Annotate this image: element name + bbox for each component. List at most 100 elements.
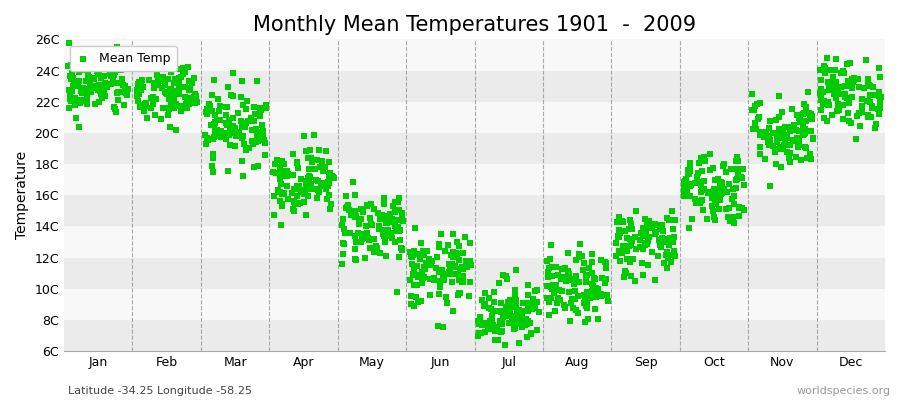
Mean Temp: [108, 69, 122, 76]
Mean Temp: [707, 189, 722, 196]
Mean Temp: [572, 292, 586, 299]
Mean Temp: [202, 102, 217, 109]
Mean Temp: [321, 179, 336, 185]
Mean Temp: [254, 107, 268, 113]
Mean Temp: [62, 40, 77, 47]
Mean Temp: [256, 122, 270, 128]
Mean Temp: [662, 216, 676, 223]
Mean Temp: [530, 299, 544, 306]
Mean Temp: [384, 235, 399, 241]
Mean Temp: [544, 295, 558, 302]
Mean Temp: [732, 205, 746, 211]
Mean Temp: [589, 285, 603, 292]
Mean Temp: [140, 54, 154, 60]
Mean Temp: [637, 240, 652, 246]
Mean Temp: [577, 292, 591, 298]
Mean Temp: [407, 266, 421, 272]
Mean Temp: [791, 142, 806, 148]
Mean Temp: [178, 69, 193, 75]
Mean Temp: [456, 272, 471, 279]
Mean Temp: [599, 264, 614, 271]
Mean Temp: [617, 248, 632, 254]
Mean Temp: [293, 176, 308, 182]
Mean Temp: [220, 168, 235, 174]
Bar: [64, 195, 885, 226]
Mean Temp: [403, 276, 418, 283]
Bar: [64, 164, 885, 195]
Mean Temp: [440, 300, 454, 306]
Mean Temp: [477, 301, 491, 308]
Mean Temp: [301, 174, 315, 181]
Mean Temp: [561, 250, 575, 257]
Mean Temp: [357, 255, 372, 262]
Mean Temp: [700, 190, 715, 196]
Mean Temp: [572, 279, 587, 285]
Mean Temp: [496, 314, 510, 320]
Mean Temp: [861, 82, 876, 88]
Mean Temp: [249, 78, 264, 84]
Mean Temp: [635, 246, 650, 252]
Mean Temp: [828, 89, 842, 95]
Mean Temp: [211, 117, 225, 123]
Mean Temp: [707, 196, 722, 203]
Mean Temp: [101, 61, 115, 68]
Mean Temp: [348, 233, 363, 240]
Mean Temp: [485, 322, 500, 328]
Mean Temp: [727, 193, 742, 200]
Mean Temp: [250, 163, 265, 169]
Mean Temp: [450, 238, 464, 245]
Mean Temp: [323, 173, 338, 179]
Mean Temp: [770, 116, 784, 123]
Mean Temp: [547, 289, 562, 296]
Mean Temp: [828, 83, 842, 89]
Mean Temp: [420, 248, 435, 255]
Mean Temp: [663, 259, 678, 266]
Mean Temp: [482, 305, 496, 311]
Mean Temp: [685, 216, 699, 222]
Mean Temp: [691, 198, 706, 204]
Mean Temp: [520, 321, 535, 328]
Mean Temp: [354, 239, 368, 245]
Mean Temp: [799, 145, 814, 151]
Mean Temp: [623, 217, 637, 224]
Mean Temp: [713, 192, 727, 198]
Mean Temp: [688, 180, 702, 186]
Mean Temp: [180, 99, 194, 105]
Mean Temp: [118, 83, 132, 89]
Mean Temp: [96, 81, 111, 88]
Mean Temp: [208, 112, 222, 118]
Mean Temp: [580, 272, 594, 279]
Mean Temp: [337, 226, 351, 232]
Mean Temp: [205, 136, 220, 142]
Mean Temp: [219, 120, 233, 127]
Mean Temp: [92, 68, 106, 74]
Mean Temp: [379, 214, 393, 221]
Mean Temp: [373, 250, 387, 256]
Mean Temp: [783, 128, 797, 134]
Mean Temp: [641, 238, 655, 245]
Mean Temp: [485, 315, 500, 322]
Mean Temp: [281, 196, 295, 202]
Mean Temp: [111, 96, 125, 103]
Mean Temp: [253, 104, 267, 111]
Mean Temp: [93, 88, 107, 94]
Mean Temp: [273, 189, 287, 195]
Mean Temp: [233, 118, 248, 124]
Mean Temp: [706, 214, 721, 220]
Mean Temp: [66, 74, 80, 81]
Mean Temp: [622, 243, 636, 249]
Mean Temp: [847, 77, 861, 84]
Mean Temp: [206, 150, 220, 157]
Mean Temp: [640, 240, 654, 247]
Mean Temp: [112, 63, 126, 70]
Mean Temp: [866, 84, 880, 90]
Mean Temp: [226, 123, 240, 129]
Mean Temp: [638, 242, 652, 248]
Mean Temp: [613, 258, 627, 264]
Mean Temp: [165, 58, 179, 65]
Mean Temp: [407, 302, 421, 309]
Mean Temp: [862, 92, 877, 98]
Mean Temp: [873, 105, 887, 111]
Mean Temp: [551, 272, 565, 278]
Mean Temp: [248, 125, 263, 132]
